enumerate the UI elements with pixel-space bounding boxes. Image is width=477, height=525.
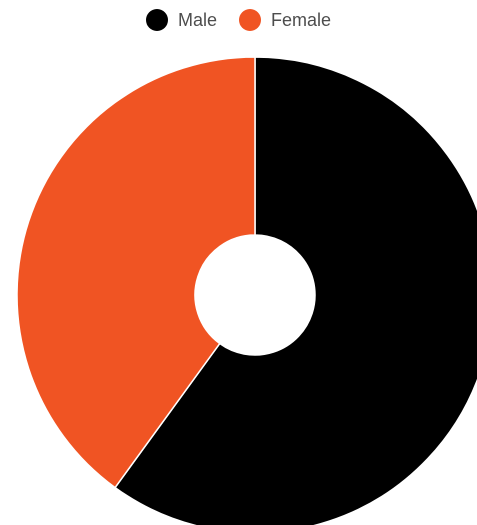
legend-label-female: Female bbox=[270, 10, 332, 30]
chart-legend: Male Female bbox=[0, 6, 477, 34]
legend-item-male[interactable]: Male bbox=[145, 9, 217, 31]
slice-female[interactable] bbox=[16, 56, 256, 489]
slice-male[interactable] bbox=[114, 56, 477, 525]
legend-swatch-male bbox=[145, 9, 168, 31]
legend-swatch-female bbox=[238, 9, 261, 31]
legend-item-female[interactable]: Female bbox=[238, 9, 332, 31]
legend-label-male: Male bbox=[177, 10, 217, 30]
